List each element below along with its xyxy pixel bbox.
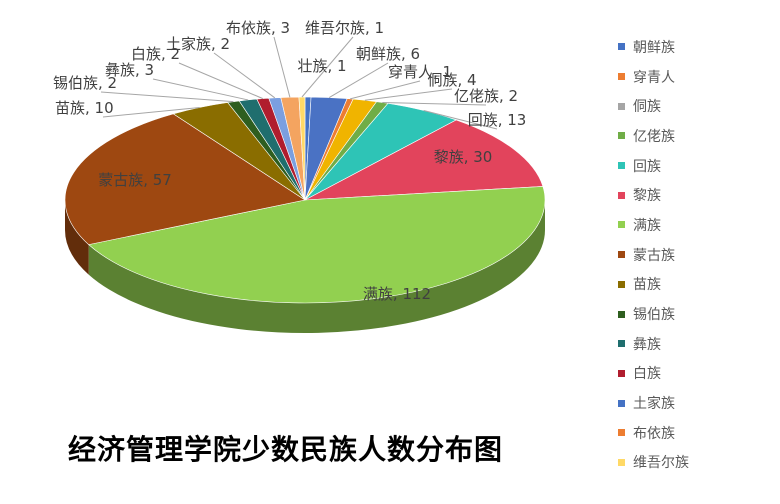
leader-line-15 — [301, 36, 354, 98]
legend-swatch-2 — [618, 102, 625, 110]
data-label-9: 苗族, 10 — [55, 99, 114, 117]
data-label-13: 土家族, 2 — [166, 35, 230, 53]
data-label-6: 黎族, 30 — [434, 148, 493, 166]
legend-swatch-8 — [618, 280, 625, 288]
data-label-3: 侗族, 4 — [427, 71, 476, 89]
legend-item-4: 回族 — [618, 151, 768, 181]
legend-label-4: 回族 — [633, 158, 661, 175]
legend-swatch-12 — [618, 399, 625, 407]
legend-swatch-13 — [618, 429, 625, 437]
legend-swatch-5 — [618, 191, 625, 199]
legend-label-12: 土家族 — [633, 396, 675, 413]
legend-swatch-4 — [618, 162, 625, 170]
data-label-5: 回族, 13 — [468, 111, 527, 129]
legend-item-12: 土家族 — [618, 388, 768, 418]
slice-side-7 — [88, 200, 546, 334]
data-label-2: 穿青人, 1 — [388, 63, 452, 81]
legend-swatch-11 — [618, 369, 625, 377]
data-label-4: 亿佬族, 2 — [454, 87, 518, 105]
legend-label-6: 满族 — [633, 217, 661, 234]
legend-swatch-6 — [618, 221, 625, 229]
legend-label-2: 侗族 — [633, 99, 661, 116]
leader-line-12 — [178, 62, 264, 100]
legend-item-9: 锡伯族 — [618, 299, 768, 329]
chart-title: 经济管理学院少数民族人数分布图 — [68, 433, 504, 466]
leader-line-1 — [328, 62, 389, 98]
legend-swatch-1 — [618, 73, 625, 81]
legend-swatch-10 — [618, 340, 625, 348]
legend-item-13: 布依族 — [618, 418, 768, 448]
data-label-12: 白族, 2 — [131, 45, 180, 63]
legend-item-5: 黎族 — [618, 180, 768, 210]
data-label-0: 壮族, 1 — [297, 57, 346, 75]
legend-label-10: 彝族 — [633, 336, 661, 353]
legend: 朝鲜族穿青人侗族亿佬族回族黎族满族蒙古族苗族锡伯族彝族白族土家族布依族维吾尔族 — [618, 32, 768, 477]
legend-swatch-9 — [618, 310, 625, 318]
leader-line-9 — [102, 106, 200, 118]
legend-item-14: 维吾尔族 — [618, 448, 768, 478]
data-label-14: 布依族, 3 — [226, 19, 290, 37]
legend-swatch-3 — [618, 132, 625, 140]
legend-label-9: 锡伯族 — [633, 307, 675, 324]
pie-slice-6 — [304, 119, 544, 201]
slice-side-8 — [65, 200, 89, 275]
legend-swatch-14 — [618, 458, 625, 466]
leader-line-2 — [350, 80, 421, 100]
pie-slice-7 — [88, 186, 546, 304]
leader-line-3 — [364, 88, 453, 101]
data-label-1: 朝鲜族, 6 — [356, 45, 420, 63]
leader-line-14 — [273, 36, 291, 98]
legend-item-2: 侗族 — [618, 91, 768, 121]
data-label-7: 满族, 112 — [363, 285, 431, 303]
legend-label-1: 穿青人 — [633, 69, 675, 86]
data-label-8: 蒙古族, 57 — [98, 171, 172, 189]
legend-item-3: 亿佬族 — [618, 121, 768, 151]
legend-item-7: 蒙古族 — [618, 240, 768, 270]
legend-item-8: 苗族 — [618, 270, 768, 300]
legend-label-5: 黎族 — [633, 188, 661, 205]
legend-label-8: 苗族 — [633, 277, 661, 294]
legend-item-6: 满族 — [618, 210, 768, 240]
legend-swatch-0 — [618, 43, 625, 51]
leader-line-4 — [382, 101, 487, 106]
data-label-15: 维吾尔族, 1 — [305, 19, 384, 37]
legend-label-14: 维吾尔族 — [633, 455, 689, 472]
legend-item-10: 彝族 — [618, 329, 768, 359]
legend-item-0: 朝鲜族 — [618, 32, 768, 62]
legend-item-1: 穿青人 — [618, 62, 768, 92]
data-label-11: 彝族, 3 — [105, 61, 154, 79]
legend-swatch-7 — [618, 251, 625, 259]
leader-line-10 — [100, 91, 234, 103]
legend-item-11: 白族 — [618, 359, 768, 389]
legend-label-13: 布依族 — [633, 425, 675, 442]
leader-line-13 — [213, 52, 276, 99]
legend-label-3: 亿佬族 — [633, 128, 675, 145]
legend-label-11: 白族 — [633, 366, 661, 383]
data-label-10: 锡伯族, 2 — [53, 74, 117, 92]
legend-label-7: 蒙古族 — [633, 247, 675, 264]
legend-label-0: 朝鲜族 — [633, 39, 675, 56]
leader-line-5 — [423, 109, 498, 130]
pie-slice-8 — [64, 113, 306, 245]
leader-line-11 — [152, 78, 249, 101]
